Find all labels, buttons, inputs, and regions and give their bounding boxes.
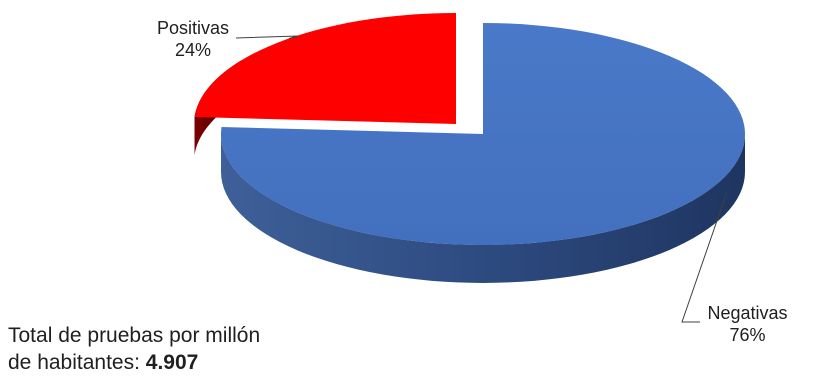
category-label-positivas: Positivas: [156, 18, 230, 38]
slice-side-negativas: [221, 134, 745, 283]
leader-line-negativas: [681, 192, 728, 323]
leader-line-positivas: [235, 35, 299, 39]
data-label-positivas: Positivas 24%: [128, 17, 258, 61]
pie-3d-group: [194, 13, 746, 323]
total-tests-line2: de habitantes: 4.907: [8, 349, 428, 376]
percent-label-positivas: 24%: [174, 40, 212, 60]
slice-positivas: [194, 13, 456, 124]
slice-negativas: [221, 23, 746, 245]
percent-label-negativas: 76%: [729, 325, 766, 345]
total-tests-line1: Total de pruebas por millón: [8, 324, 261, 347]
total-tests-value: 4.907: [145, 351, 199, 374]
total-tests-note: Total de pruebas por millón de habitante…: [8, 322, 428, 376]
data-label-negativas: Negativas 76%: [680, 302, 815, 346]
total-tests-prefix: de habitantes:: [8, 351, 146, 374]
category-label-negativas: Negativas: [707, 303, 788, 323]
